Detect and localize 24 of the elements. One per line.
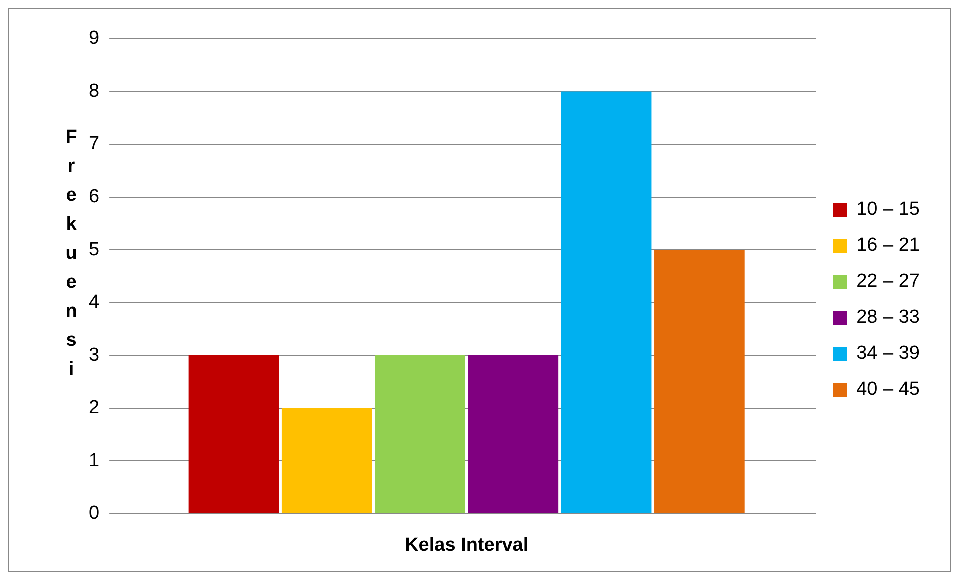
y-tick-label: 0: [88, 503, 100, 524]
y-tick-label: 9: [88, 28, 100, 50]
legend-label: 34 – 39: [856, 343, 920, 364]
bar: [561, 92, 652, 514]
y-tick-label: 6: [88, 186, 100, 208]
x-axis-title: Kelas Interval: [405, 534, 529, 556]
bar: [654, 250, 745, 514]
legend-label: 22 – 27: [856, 271, 920, 292]
y-axis-title: Frekuensi: [61, 127, 82, 388]
y-tick-label: 8: [88, 80, 100, 102]
y-tick-label: 2: [88, 398, 100, 419]
bar: [468, 356, 559, 514]
y-tick-label: 3: [88, 344, 100, 366]
y-tick-label: 1: [88, 450, 100, 472]
bar: [375, 356, 466, 514]
y-tick-label: 5: [88, 239, 100, 260]
y-tick-label: 7: [88, 134, 100, 155]
bar: [188, 356, 280, 514]
legend-label: 40 – 45: [856, 379, 920, 400]
legend-label: 28 – 33: [856, 307, 920, 328]
legend-label: 16 – 21: [856, 235, 920, 256]
y-tick-label: 4: [88, 292, 100, 314]
legend-label: 10 – 15: [856, 199, 920, 220]
bar: [282, 408, 372, 514]
